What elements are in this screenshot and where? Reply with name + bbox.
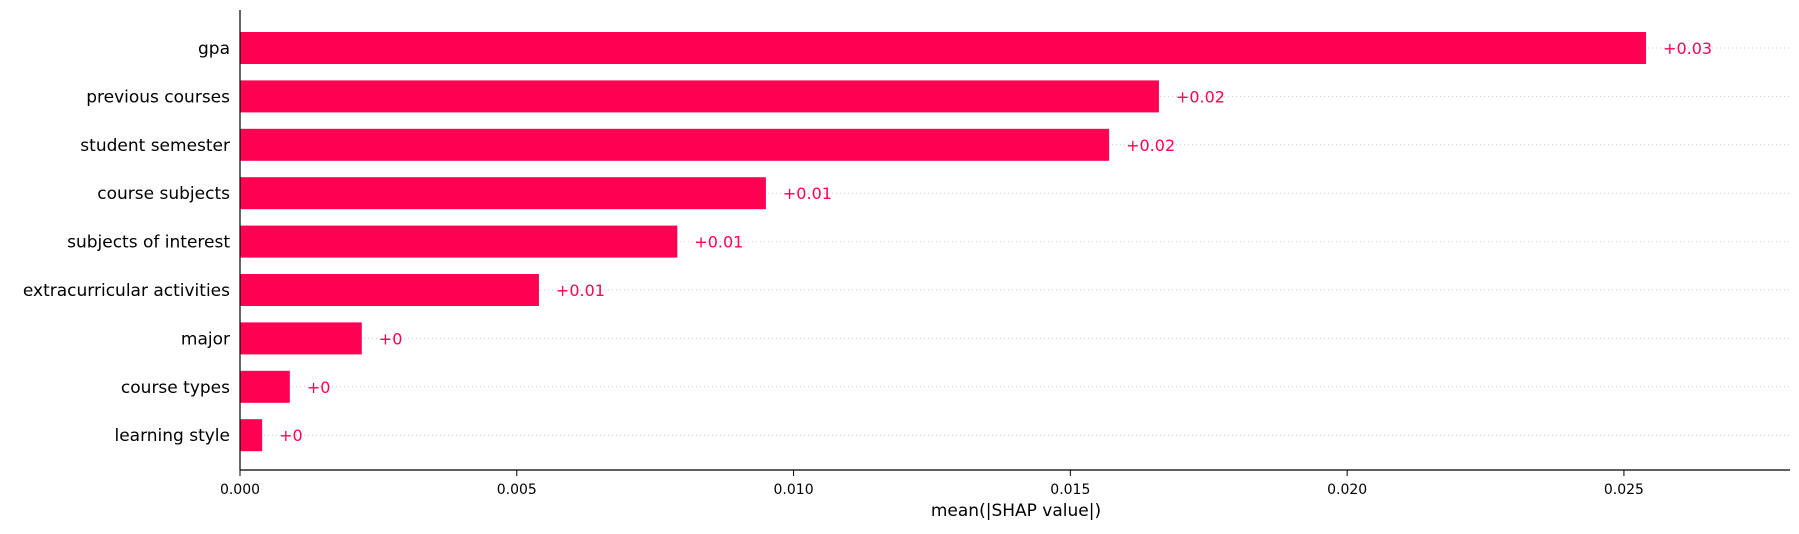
bar (240, 322, 362, 355)
value-label: +0.03 (1663, 39, 1712, 58)
bar (240, 177, 766, 210)
value-label: +0.02 (1176, 87, 1225, 106)
value-label: +0 (279, 426, 303, 445)
category-label: course types (121, 378, 230, 398)
bar (240, 128, 1110, 161)
x-tick-label: 0.020 (1327, 482, 1367, 498)
x-tick-label: 0.005 (497, 482, 537, 498)
x-axis-title: mean(|SHAP value|) (931, 501, 1101, 521)
category-label: previous courses (86, 87, 230, 107)
category-label: learning style (114, 426, 230, 446)
category-label: course subjects (97, 184, 230, 204)
value-label: +0.02 (1126, 136, 1175, 155)
bar (240, 419, 263, 452)
category-label: gpa (198, 39, 230, 59)
value-label: +0.01 (556, 281, 605, 300)
value-label: +0.01 (783, 184, 832, 203)
category-label: subjects of interest (67, 233, 230, 253)
x-tick-label: 0.015 (1050, 482, 1090, 498)
category-label: major (181, 329, 230, 349)
category-label: extracurricular activities (23, 281, 230, 301)
value-label: +0.01 (694, 233, 743, 252)
x-tick-label: 0.025 (1604, 482, 1644, 498)
category-label: student semester (80, 136, 230, 156)
bar (240, 80, 1159, 113)
bar (240, 225, 678, 258)
value-label: +0 (307, 378, 331, 397)
x-tick-label: 0.000 (220, 482, 260, 498)
bar (240, 370, 290, 403)
value-label: +0 (379, 329, 403, 348)
x-tick-label: 0.010 (774, 482, 814, 498)
bar (240, 32, 1647, 64)
bar (240, 274, 539, 306)
